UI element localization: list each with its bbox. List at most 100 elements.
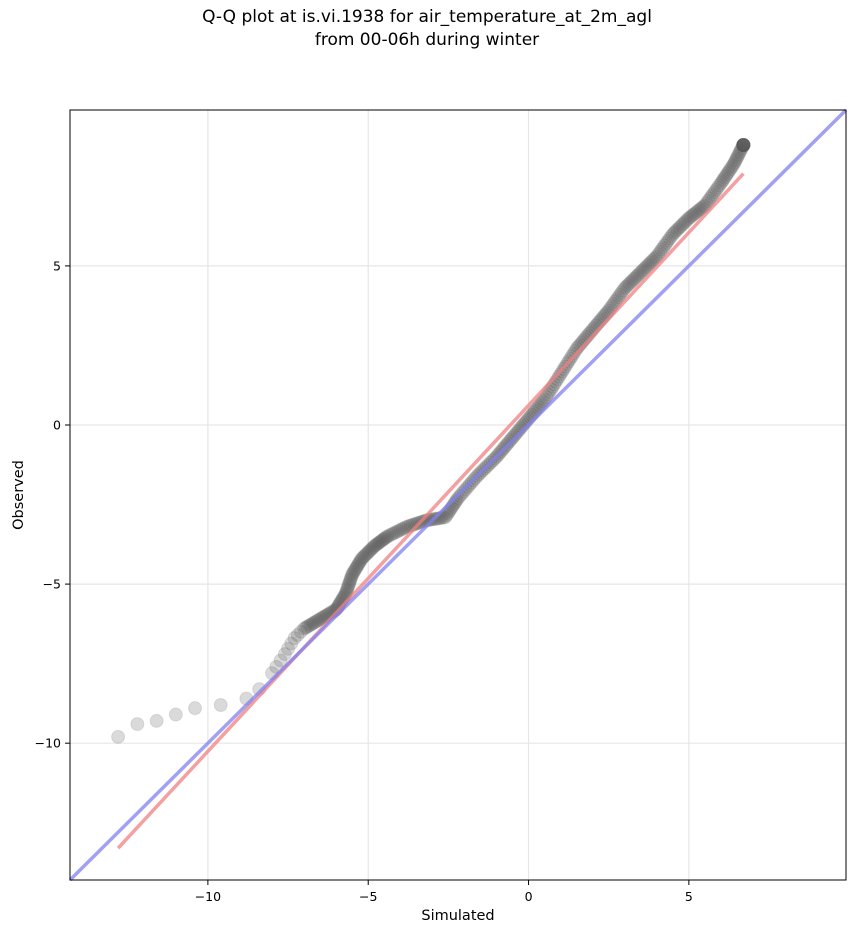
data-point bbox=[730, 149, 745, 164]
data-point bbox=[624, 274, 639, 289]
data-point bbox=[648, 250, 663, 265]
data-point bbox=[213, 698, 228, 712]
data-point bbox=[736, 138, 751, 152]
data-point bbox=[393, 522, 408, 537]
data-point bbox=[732, 145, 747, 160]
data-point bbox=[365, 541, 380, 556]
data-point bbox=[306, 615, 321, 630]
data-point bbox=[273, 653, 288, 668]
data-point bbox=[502, 434, 517, 449]
data-point bbox=[606, 296, 621, 311]
data-point bbox=[345, 567, 360, 582]
data-point bbox=[339, 584, 354, 599]
data-point bbox=[736, 138, 751, 152]
data-point bbox=[656, 240, 671, 255]
reference-lines bbox=[68, 108, 848, 882]
data-point bbox=[632, 266, 647, 281]
data-point bbox=[710, 180, 725, 195]
data-point bbox=[630, 268, 645, 283]
data-point bbox=[715, 174, 730, 189]
y-tick-label: 0 bbox=[53, 418, 61, 433]
data-point bbox=[636, 262, 651, 277]
data-point bbox=[350, 558, 365, 572]
data-point bbox=[395, 521, 410, 536]
data-point bbox=[664, 229, 679, 244]
data-point bbox=[357, 549, 372, 564]
data-point bbox=[505, 430, 520, 445]
data-point bbox=[649, 249, 664, 264]
data-point bbox=[341, 579, 356, 593]
x-tick-label: −10 bbox=[195, 889, 221, 904]
data-point bbox=[503, 432, 518, 447]
x-tick-label: 0 bbox=[525, 889, 533, 904]
data-point bbox=[669, 223, 684, 238]
data-point bbox=[731, 147, 746, 162]
data-point bbox=[347, 564, 362, 579]
data-point bbox=[699, 196, 714, 211]
chart-title: Q-Q plot at is.vi.1938 for air_temperatu… bbox=[0, 6, 854, 52]
x-tick-label: −5 bbox=[359, 889, 377, 904]
data-point bbox=[313, 612, 328, 627]
data-point bbox=[681, 211, 696, 226]
data-point bbox=[736, 138, 751, 152]
chart-title-line-2: from 00-06h during winter bbox=[314, 30, 540, 50]
data-point bbox=[287, 631, 302, 646]
data-point bbox=[352, 554, 367, 569]
data-point bbox=[343, 573, 358, 588]
data-point bbox=[627, 271, 642, 286]
data-point bbox=[622, 276, 637, 291]
data-point bbox=[535, 394, 550, 409]
data-point bbox=[430, 511, 445, 526]
data-point bbox=[680, 212, 695, 227]
data-point bbox=[452, 488, 467, 503]
data-point bbox=[375, 533, 390, 548]
chart-title-line-1: Q-Q plot at is.vi.1938 for air_temperatu… bbox=[202, 7, 652, 27]
data-point bbox=[686, 207, 701, 222]
data-point bbox=[635, 263, 650, 278]
x-axis-label: Simulated bbox=[421, 908, 494, 924]
data-point bbox=[725, 159, 740, 173]
data-point bbox=[683, 209, 698, 224]
data-point bbox=[736, 138, 751, 152]
data-point bbox=[361, 545, 376, 560]
data-point bbox=[726, 157, 741, 172]
data-point bbox=[388, 525, 403, 540]
data-point bbox=[735, 139, 750, 154]
data-point bbox=[358, 547, 373, 562]
data-point bbox=[344, 569, 359, 584]
data-point bbox=[653, 244, 668, 259]
data-point bbox=[736, 138, 751, 152]
data-point bbox=[353, 553, 368, 568]
data-point bbox=[507, 428, 522, 443]
data-point bbox=[645, 254, 659, 269]
data-point bbox=[363, 542, 378, 557]
data-point bbox=[293, 624, 308, 639]
data-point bbox=[651, 247, 666, 262]
data-point bbox=[678, 214, 693, 229]
data-point bbox=[359, 546, 374, 561]
data-point bbox=[340, 580, 355, 595]
y-tick-label: −5 bbox=[43, 577, 61, 592]
data-point bbox=[391, 523, 406, 538]
identity-line bbox=[68, 108, 848, 882]
data-point bbox=[149, 713, 164, 728]
data-point bbox=[688, 206, 703, 221]
data-point bbox=[168, 707, 183, 722]
data-point bbox=[348, 562, 363, 577]
data-point bbox=[633, 265, 648, 280]
data-point bbox=[438, 510, 453, 525]
data-point bbox=[377, 531, 392, 546]
data-point bbox=[736, 138, 751, 152]
data-point bbox=[382, 528, 397, 543]
data-point bbox=[704, 189, 719, 204]
data-point bbox=[130, 717, 145, 732]
data-point bbox=[712, 178, 727, 193]
data-point bbox=[693, 202, 708, 217]
data-point bbox=[608, 294, 623, 309]
data-point bbox=[728, 153, 743, 168]
data-point bbox=[349, 561, 364, 576]
y-tick-label: −10 bbox=[35, 736, 61, 751]
data-point bbox=[371, 536, 386, 551]
data-point bbox=[508, 426, 523, 441]
data-point bbox=[386, 526, 401, 541]
